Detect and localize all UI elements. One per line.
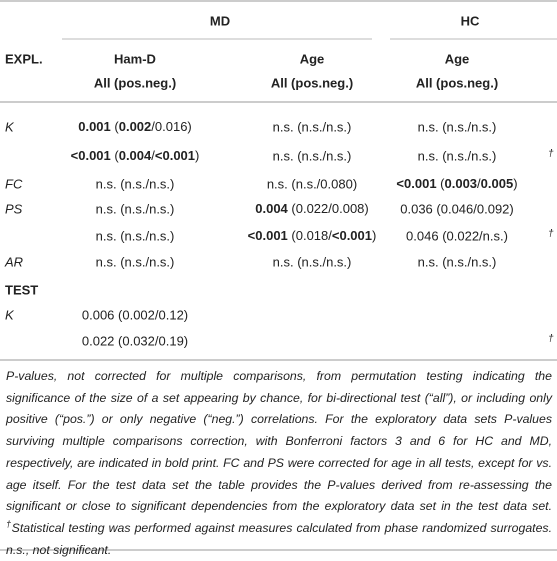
- cell: n.s. (n.s./n.s.): [96, 228, 175, 243]
- cell: n.s. (n.s./n.s.): [273, 254, 352, 269]
- cell: 0.006 (0.002/0.12): [82, 307, 188, 322]
- cell: n.s. (n.s./n.s.): [273, 119, 352, 134]
- column-header: Age: [300, 51, 325, 66]
- note-mark: †: [548, 229, 554, 240]
- cell-run: ): [513, 176, 517, 191]
- cell: n.s. (n.s./n.s.): [418, 148, 497, 163]
- cell-run: 0.004: [119, 148, 152, 163]
- cell: 0.004 (0.022/0.008): [255, 201, 369, 216]
- cell-run: 0.003: [445, 176, 478, 191]
- cell: n.s. (n.s./n.s.): [96, 254, 175, 269]
- cell: <0.001 (0.018/<0.001): [248, 228, 377, 243]
- cell-run: <0.001: [396, 176, 436, 191]
- cell: n.s. (n.s./0.080): [267, 176, 357, 191]
- footnote-text: Statistical testing was performed agains…: [6, 520, 553, 557]
- row-label: AR: [4, 254, 23, 269]
- cell: 0.001 (0.002/0.016): [78, 119, 192, 134]
- note-mark: †: [548, 334, 554, 345]
- column-header: All (pos.neg.): [94, 75, 176, 90]
- cell-run: <0.001: [248, 228, 288, 243]
- section-label: TEST: [5, 282, 38, 297]
- footnote-text: P-values, not corrected for multiple com…: [6, 369, 552, 514]
- cell: <0.001 (0.004/<0.001): [71, 148, 200, 163]
- cell: n.s. (n.s./n.s.): [418, 254, 497, 269]
- cell-run: 0.005: [481, 176, 514, 191]
- cell: n.s. (n.s./n.s.): [96, 176, 175, 191]
- cell-run: (: [111, 119, 120, 134]
- cell: 0.036 (0.046/0.092): [400, 201, 513, 216]
- cell-run: <0.001: [332, 228, 372, 243]
- row-label: FC: [5, 176, 23, 191]
- cell-run: (0.022/0.008): [288, 201, 369, 216]
- cell: 0.022 (0.032/0.19): [82, 333, 188, 348]
- cell-run: ): [195, 148, 199, 163]
- cell: <0.001 (0.003/0.005): [396, 176, 517, 191]
- group-header: MD: [210, 13, 230, 28]
- cell-run: /0.016): [151, 119, 191, 134]
- cell-run: <0.001: [71, 148, 111, 163]
- cell: n.s. (n.s./n.s.): [273, 148, 352, 163]
- cell-run: <0.001: [155, 148, 195, 163]
- group-header: HC: [461, 13, 480, 28]
- cell-run: (: [437, 176, 446, 191]
- row-label: PS: [5, 201, 23, 216]
- cell: n.s. (n.s./n.s.): [418, 119, 497, 134]
- row-label: K: [5, 307, 15, 322]
- cell-run: ): [372, 228, 376, 243]
- cell-run: 0.001: [78, 119, 111, 134]
- cell-run: (: [111, 148, 120, 163]
- cell-run: 0.002: [119, 119, 152, 134]
- cell: 0.046 (0.022/n.s.): [406, 228, 508, 243]
- cell-run: (0.018/: [288, 228, 332, 243]
- cell-run: /: [477, 176, 481, 191]
- footnote: P-values, not corrected for multiple com…: [6, 366, 552, 561]
- row-header: EXPL.: [5, 51, 43, 66]
- column-header: Ham-D: [114, 51, 156, 66]
- row-label: K: [5, 119, 15, 134]
- column-header: All (pos.neg.): [271, 75, 353, 90]
- cell-run: /: [151, 148, 155, 163]
- column-header: All (pos.neg.): [416, 75, 498, 90]
- column-header: Age: [445, 51, 470, 66]
- footnote-dagger: †: [6, 518, 12, 529]
- note-mark: †: [548, 149, 554, 160]
- cell-run: 0.004: [255, 201, 288, 216]
- cell: n.s. (n.s./n.s.): [96, 201, 175, 216]
